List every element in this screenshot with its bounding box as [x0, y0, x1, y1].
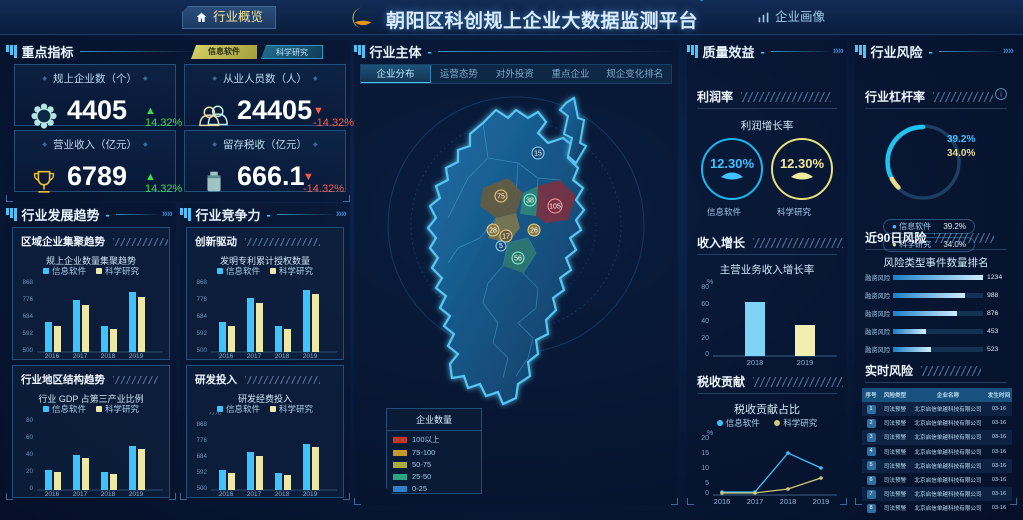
svg-text:20: 20 [701, 335, 709, 342]
svg-text:2017: 2017 [73, 491, 88, 497]
svg-text:40: 40 [701, 318, 709, 325]
svg-text:684: 684 [196, 453, 207, 460]
svg-text:2018: 2018 [101, 491, 116, 497]
svg-text:500: 500 [196, 347, 207, 354]
svg-text:2017: 2017 [247, 353, 262, 359]
svg-text:5: 5 [705, 480, 709, 487]
svg-text:2019: 2019 [813, 497, 830, 505]
svg-text:2018: 2018 [101, 353, 116, 359]
svg-text:80: 80 [26, 417, 34, 424]
svg-text:592: 592 [196, 330, 207, 337]
svg-text:2018: 2018 [275, 491, 290, 497]
svg-text:105: 105 [549, 204, 561, 211]
svg-text:2019: 2019 [303, 491, 318, 497]
svg-text:868: 868 [196, 279, 207, 286]
svg-text:0: 0 [29, 485, 33, 492]
svg-text:15: 15 [701, 450, 709, 457]
svg-text:2019: 2019 [797, 358, 814, 366]
svg-text:868: 868 [22, 279, 33, 286]
svg-text:2017: 2017 [247, 491, 262, 497]
svg-text:万元: 万元 [209, 412, 221, 416]
svg-text:776: 776 [196, 437, 207, 444]
svg-text:2018: 2018 [780, 497, 797, 505]
svg-text:2017: 2017 [747, 497, 764, 505]
svg-text:0: 0 [705, 351, 709, 358]
svg-text:684: 684 [22, 313, 33, 320]
svg-text:60: 60 [701, 301, 709, 308]
svg-text:60: 60 [26, 434, 34, 441]
svg-text:2017: 2017 [73, 353, 88, 359]
svg-text:20: 20 [701, 435, 709, 442]
svg-text:2016: 2016 [45, 353, 60, 359]
svg-text:2019: 2019 [303, 353, 318, 359]
svg-text:2016: 2016 [45, 491, 60, 497]
svg-text:2016: 2016 [219, 353, 234, 359]
svg-text:0: 0 [705, 490, 709, 497]
svg-text:5: 5 [499, 243, 503, 250]
svg-text:80: 80 [701, 284, 709, 291]
svg-text:38: 38 [526, 198, 534, 205]
svg-text:500: 500 [196, 485, 207, 492]
svg-text:776: 776 [22, 296, 33, 303]
svg-text:56: 56 [514, 256, 522, 263]
svg-text:2019: 2019 [129, 491, 144, 497]
svg-text:592: 592 [22, 330, 33, 337]
svg-text:75: 75 [497, 194, 505, 201]
svg-text:2019: 2019 [129, 353, 144, 359]
svg-text:2016: 2016 [219, 491, 234, 497]
svg-text:20: 20 [26, 468, 34, 475]
svg-text:28: 28 [489, 228, 497, 235]
svg-text:776: 776 [196, 296, 207, 303]
svg-text:10: 10 [701, 465, 709, 472]
svg-text:40: 40 [26, 451, 34, 458]
svg-text:2018: 2018 [275, 353, 290, 359]
svg-text:684: 684 [196, 313, 207, 320]
svg-text:500: 500 [22, 347, 33, 354]
svg-text:15: 15 [534, 151, 542, 158]
svg-text:2018: 2018 [747, 358, 764, 366]
svg-text:17: 17 [502, 234, 510, 241]
svg-text:26: 26 [530, 228, 538, 235]
svg-text:868: 868 [196, 421, 207, 428]
svg-text:2016: 2016 [714, 497, 731, 505]
svg-text:592: 592 [196, 469, 207, 476]
